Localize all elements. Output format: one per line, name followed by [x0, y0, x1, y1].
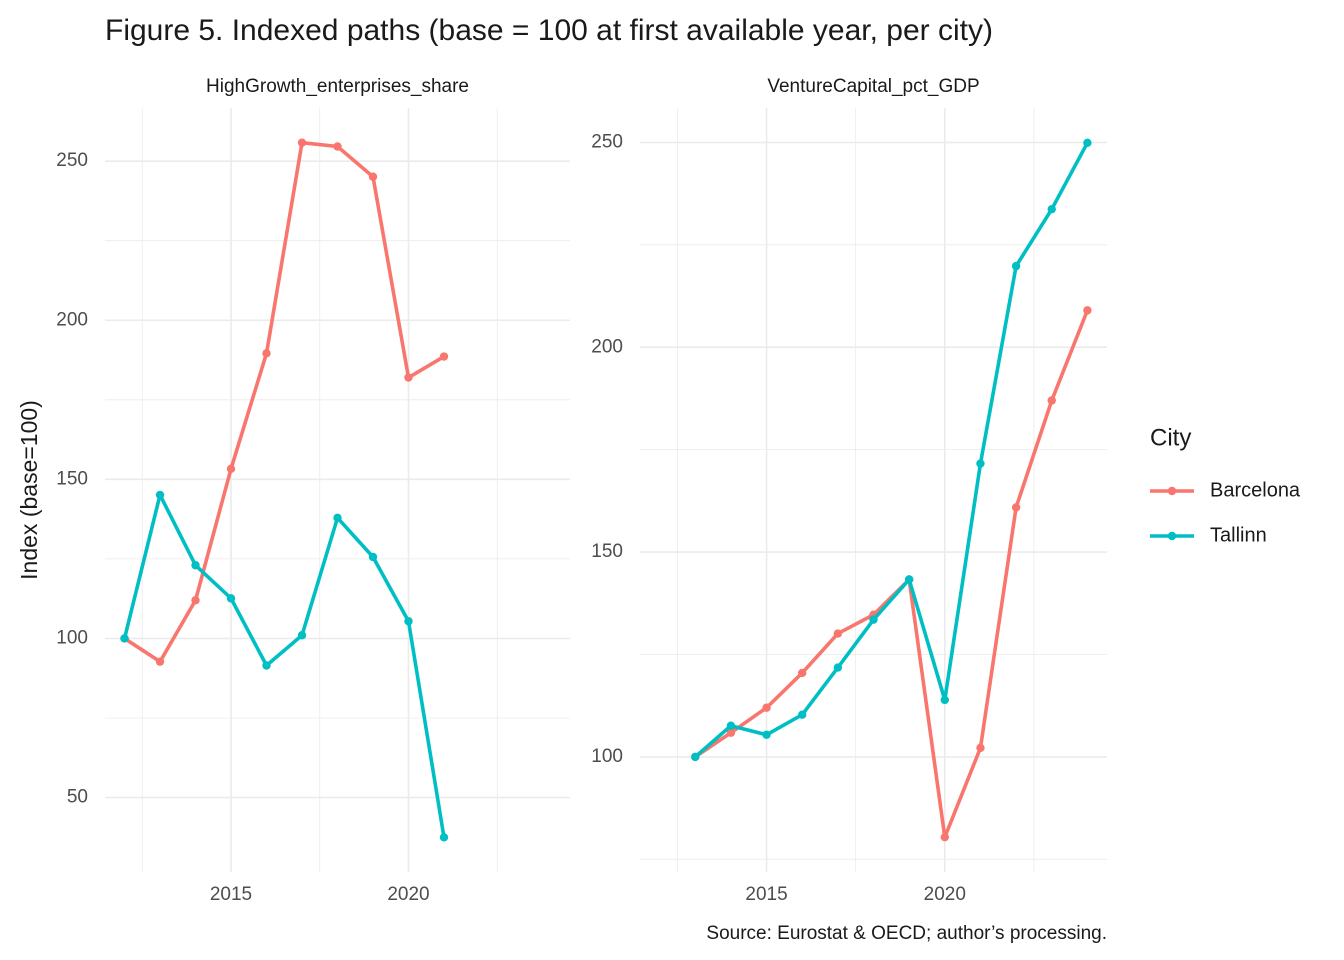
data-point	[762, 730, 771, 739]
y-tick-label: 250	[591, 131, 623, 152]
data-point	[262, 349, 271, 358]
data-point	[940, 832, 949, 842]
data-point	[404, 373, 413, 382]
data-point	[726, 728, 736, 737]
y-tick-label: 150	[591, 541, 623, 562]
data-point	[798, 710, 807, 719]
data-point	[226, 594, 236, 603]
data-point	[940, 695, 949, 705]
data-point	[1083, 138, 1092, 148]
data-point	[368, 552, 378, 562]
series-line	[694, 309, 1090, 839]
x-tick-label: 2020	[924, 884, 966, 905]
data-point	[762, 703, 771, 712]
data-point	[333, 142, 342, 151]
data-point	[798, 668, 807, 678]
data-point	[976, 743, 985, 753]
data-point	[1011, 503, 1021, 512]
y-axis-label: Index (base=100)	[16, 400, 42, 580]
data-point	[191, 561, 200, 570]
data-point	[262, 661, 271, 670]
x-tick-label: 2015	[745, 884, 787, 905]
data-point	[439, 352, 449, 361]
panel-title: HighGrowth_enterprises_share	[206, 76, 469, 97]
series-line	[122, 493, 446, 838]
legend-label: Barcelona	[1210, 479, 1301, 501]
data-point	[368, 172, 378, 181]
data-point	[404, 617, 413, 626]
y-tick-label: 100	[591, 746, 623, 767]
data-point	[155, 657, 165, 666]
data-point	[976, 459, 985, 468]
data-point	[726, 721, 736, 730]
series-line	[694, 141, 1089, 759]
data-point	[155, 490, 165, 500]
data-point	[833, 629, 843, 638]
x-tick-label: 2015	[210, 884, 252, 905]
y-tick-label: 250	[56, 150, 88, 171]
data-point	[1011, 261, 1021, 271]
panel-title: VentureCapital_pct_GDP	[767, 76, 979, 97]
y-tick-label: 100	[56, 627, 88, 648]
data-point	[226, 464, 236, 474]
legend-label: Tallinn	[1210, 524, 1267, 546]
data-point	[297, 631, 307, 640]
data-point	[333, 513, 342, 523]
y-tick-label: 200	[591, 336, 623, 357]
chart-title: Figure 5. Indexed paths (base = 100 at f…	[105, 14, 993, 47]
x-tick-label: 2020	[387, 884, 429, 905]
caption: Source: Eurostat & OECD; author’s proces…	[706, 923, 1107, 944]
legend-swatch-point	[1167, 486, 1177, 496]
data-point	[833, 663, 843, 672]
legend-title: City	[1150, 424, 1191, 451]
data-point	[191, 596, 200, 605]
series-line	[123, 140, 445, 664]
y-tick-label: 150	[56, 468, 88, 489]
data-point	[439, 833, 449, 842]
data-point	[1047, 396, 1056, 405]
data-point	[691, 752, 700, 762]
data-point	[1083, 306, 1092, 315]
data-point	[1047, 204, 1056, 214]
data-point	[297, 138, 307, 147]
legend-swatch-point	[1167, 531, 1177, 541]
data-point	[120, 634, 129, 643]
y-tick-label: 50	[67, 787, 88, 808]
y-tick-label: 200	[56, 309, 88, 330]
data-point	[869, 615, 878, 624]
data-point	[904, 575, 914, 584]
